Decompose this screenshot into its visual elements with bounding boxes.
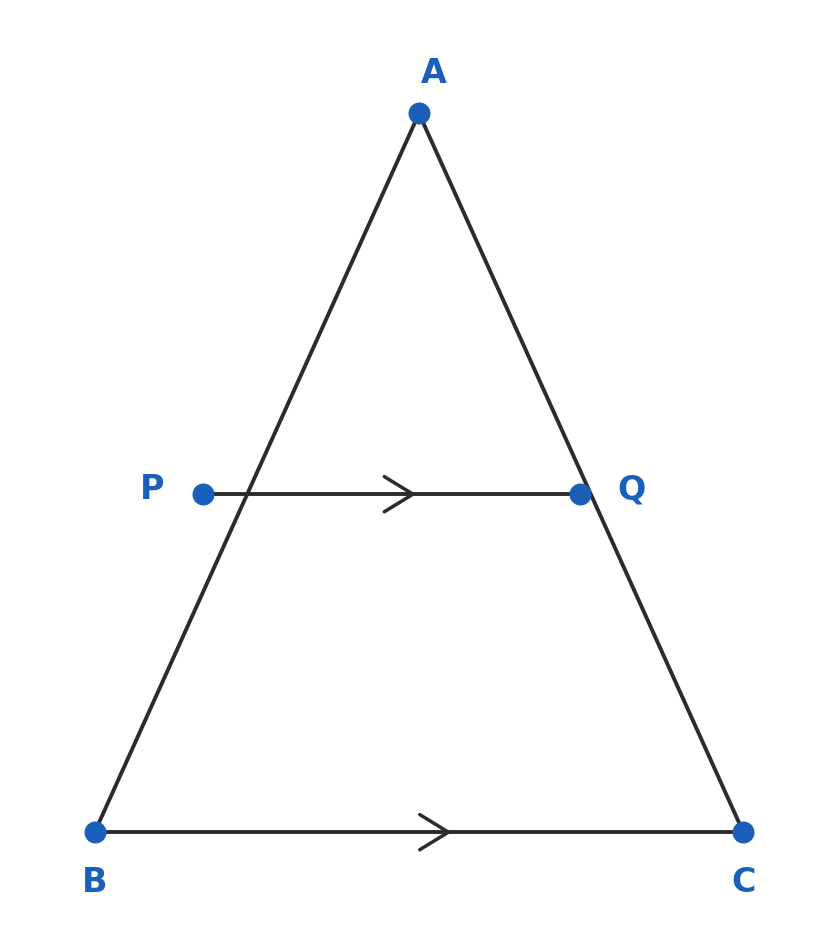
Point (573, 486, 587, 501)
Text: B: B (82, 867, 107, 899)
Point (88, 825, 101, 840)
Point (412, 106, 426, 121)
Text: A: A (422, 57, 447, 89)
Point (737, 825, 750, 840)
Point (196, 486, 210, 501)
Text: Q: Q (618, 473, 645, 507)
Text: C: C (731, 867, 756, 899)
Text: P: P (140, 473, 165, 507)
